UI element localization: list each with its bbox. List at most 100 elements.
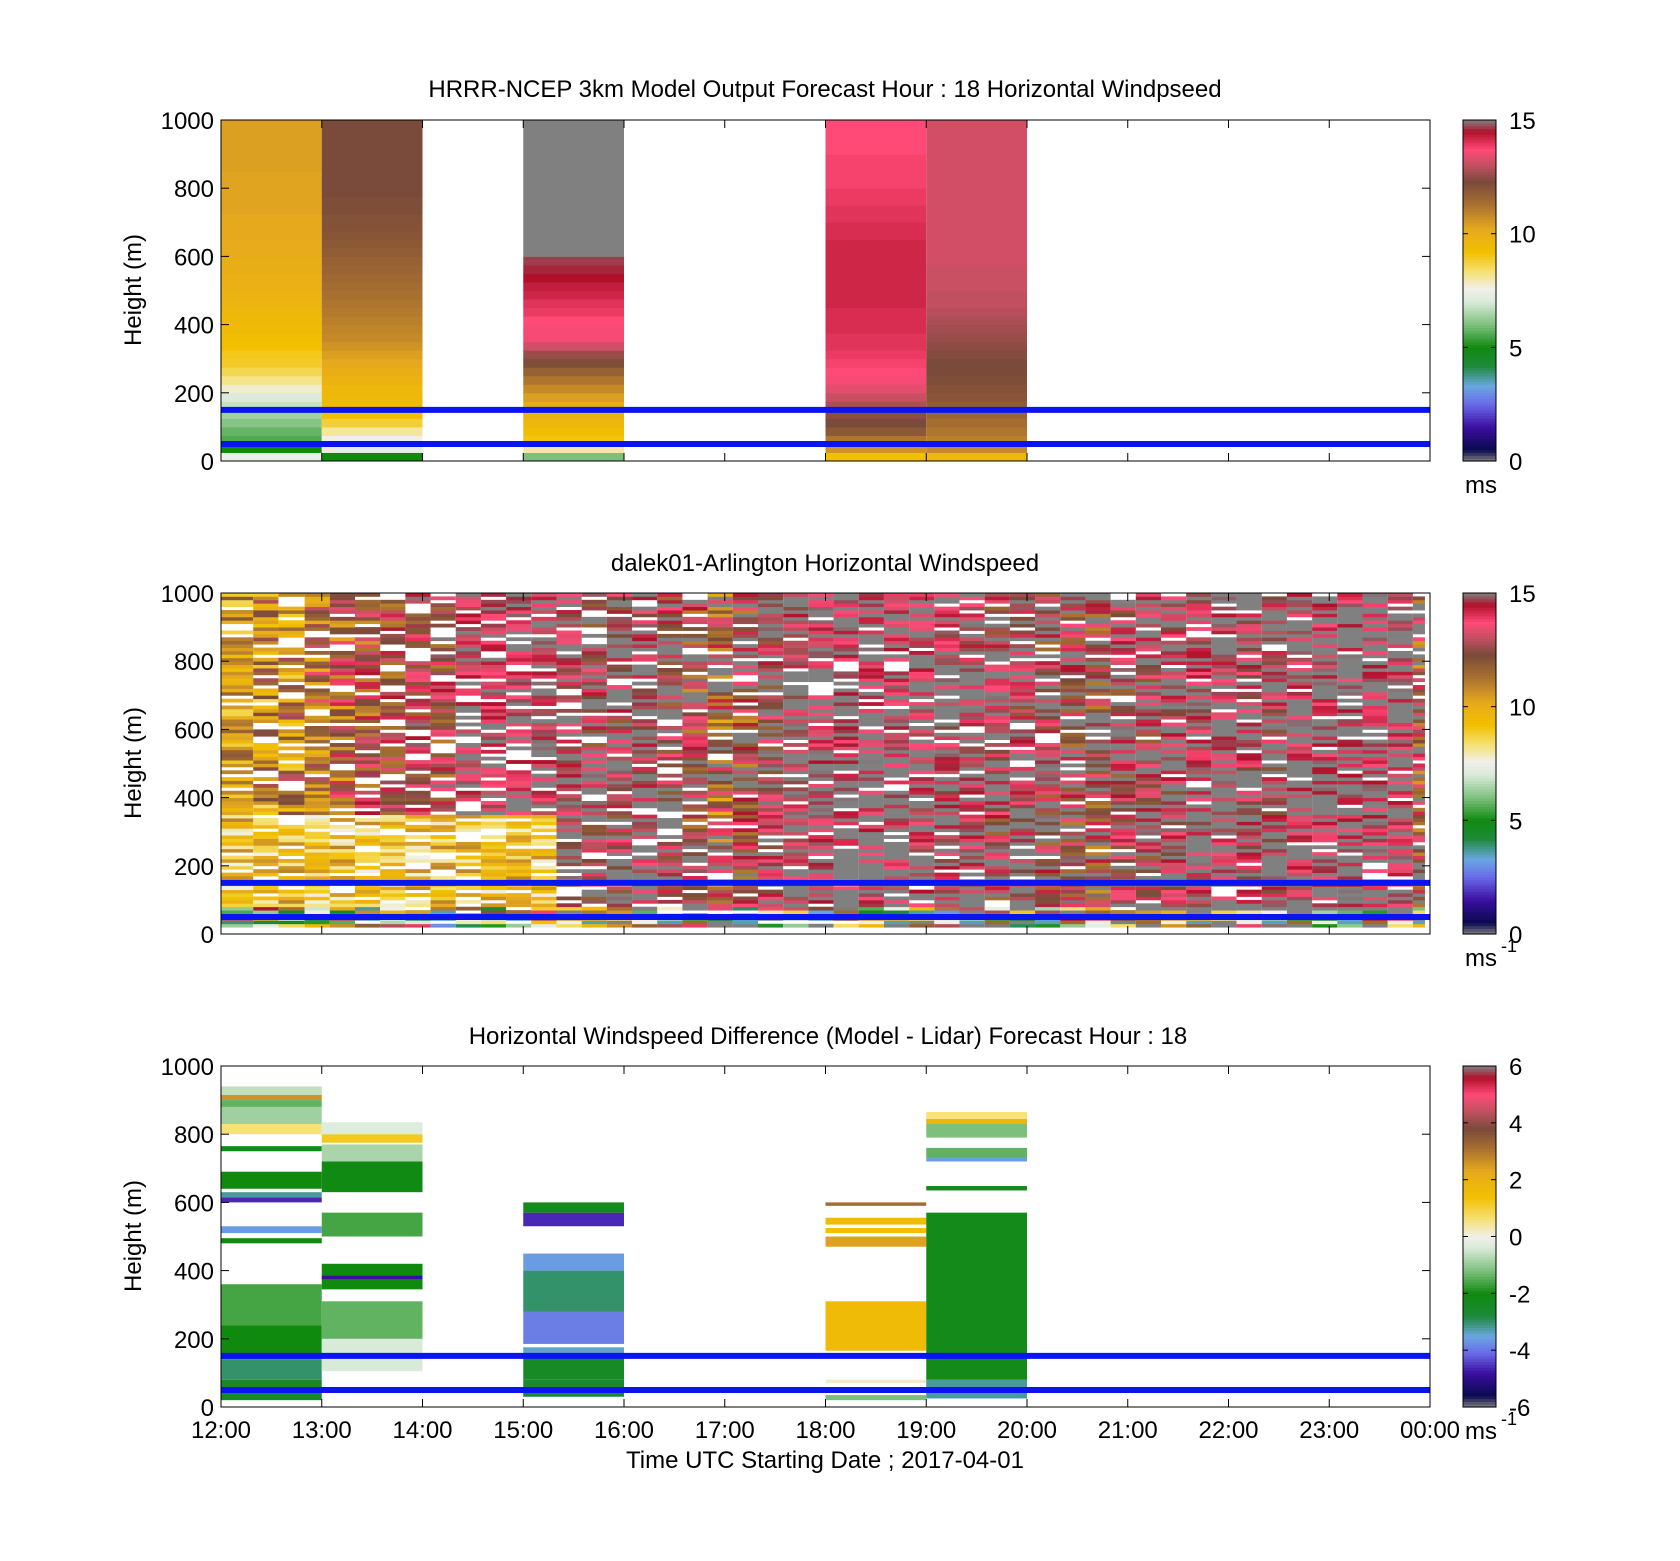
heatmap-cell xyxy=(682,756,708,761)
heatmap-cell xyxy=(1135,661,1161,666)
heatmap-cell xyxy=(1009,903,1036,908)
heatmap-cell xyxy=(1160,743,1187,747)
heatmap-cell xyxy=(1211,811,1237,816)
heatmap-cell xyxy=(632,623,658,628)
heatmap-cell xyxy=(757,593,784,597)
heatmap-cell xyxy=(833,801,859,805)
heatmap-cell xyxy=(632,824,658,829)
heatmap-cell xyxy=(657,668,683,672)
heatmap-cell xyxy=(221,392,322,402)
heatmap-cell xyxy=(556,848,582,853)
heatmap-cell xyxy=(682,749,708,754)
heatmap-cell xyxy=(581,787,607,792)
heatmap-cell xyxy=(1337,807,1363,812)
heatmap-cell xyxy=(354,627,381,631)
heatmap-cell xyxy=(707,606,733,611)
heatmap-cell xyxy=(833,852,859,856)
heatmap-cell xyxy=(1412,835,1425,839)
heatmap-cell xyxy=(556,729,582,734)
heatmap-cell xyxy=(606,623,633,628)
heatmap-cell xyxy=(380,736,406,741)
heatmap-cell xyxy=(757,763,784,768)
heatmap-cell xyxy=(783,770,809,775)
heatmap-cell xyxy=(1186,603,1212,608)
colorbar-segment xyxy=(1463,692,1496,696)
heatmap-cell xyxy=(1362,899,1388,904)
heatmap-cell xyxy=(329,593,355,597)
heatmap-cell xyxy=(757,620,784,625)
heatmap-cell xyxy=(1286,732,1313,737)
heatmap-cell xyxy=(1110,896,1136,901)
heatmap-cell xyxy=(1362,804,1388,809)
heatmap-cell xyxy=(825,452,927,461)
heatmap-cell xyxy=(984,794,1010,798)
heatmap-cell xyxy=(858,681,884,686)
heatmap-cell xyxy=(329,674,355,679)
heatmap-cell xyxy=(632,804,658,809)
heatmap-cell xyxy=(480,794,507,798)
heatmap-cell xyxy=(1160,876,1187,880)
heatmap-cell xyxy=(531,906,557,911)
heatmap-cell xyxy=(1261,719,1287,723)
heatmap-cell xyxy=(1110,681,1136,686)
colorbar-segment xyxy=(1463,267,1496,272)
heatmap-cell xyxy=(221,247,322,257)
heatmap-cell xyxy=(380,852,406,856)
heatmap-cell xyxy=(221,818,254,822)
heatmap-cell xyxy=(1387,903,1413,908)
heatmap-cell xyxy=(1211,807,1237,812)
heatmap-cell xyxy=(253,599,279,604)
heatmap-cell xyxy=(1110,756,1136,761)
colorbar-segment xyxy=(1463,364,1496,368)
heatmap-cell xyxy=(321,1161,423,1193)
heatmap-cell xyxy=(808,743,834,747)
heatmap-cell xyxy=(556,814,582,819)
heatmap-cell xyxy=(1135,923,1161,928)
heatmap-cell xyxy=(221,746,254,751)
colorbar-segment xyxy=(1463,1077,1496,1081)
heatmap-cell xyxy=(825,358,927,368)
heatmap-cell xyxy=(858,603,884,608)
heatmap-cell xyxy=(581,633,607,638)
heatmap-cell xyxy=(430,610,456,614)
colorbar-segment xyxy=(1463,655,1496,659)
heatmap-cell xyxy=(1362,654,1388,659)
heatmap-cell xyxy=(329,640,355,645)
heatmap-cell xyxy=(1387,753,1413,758)
heatmap-cell xyxy=(757,852,784,856)
heatmap-cell xyxy=(253,872,279,877)
heatmap-cell xyxy=(682,814,708,819)
heatmap-cell xyxy=(707,688,733,693)
heatmap-cell xyxy=(1261,899,1287,904)
heatmap-cell xyxy=(1211,828,1237,833)
heatmap-cell xyxy=(959,678,985,683)
heatmap-cell xyxy=(581,818,607,822)
colorbar-segment xyxy=(1463,122,1496,127)
heatmap-cell xyxy=(430,886,456,891)
heatmap-cell xyxy=(480,736,507,741)
heatmap-cell xyxy=(858,876,884,880)
heatmap-cell xyxy=(606,814,633,819)
heatmap-cell xyxy=(278,620,305,625)
heatmap-cell xyxy=(581,828,607,833)
heatmap-cell xyxy=(984,671,1010,676)
heatmap-cell xyxy=(321,171,423,181)
colorbar-segment xyxy=(1463,1316,1496,1320)
heatmap-cell xyxy=(909,654,935,659)
heatmap-cell xyxy=(883,869,910,874)
heatmap-cell xyxy=(1160,708,1187,713)
heatmap-cell xyxy=(959,821,985,826)
heatmap-cell xyxy=(455,668,481,672)
heatmap-cell xyxy=(858,760,884,764)
colorbar-segment xyxy=(1463,843,1496,847)
heatmap-cell xyxy=(707,841,733,846)
heatmap-cell xyxy=(959,756,985,761)
heatmap-cell xyxy=(1085,719,1111,723)
colorbar-segment xyxy=(1463,723,1496,728)
heatmap-cell xyxy=(934,691,960,696)
heatmap-cell xyxy=(581,920,607,925)
colorbar-segment xyxy=(1463,196,1496,201)
heatmap-cell xyxy=(783,749,809,754)
heatmap-cell xyxy=(523,299,624,309)
